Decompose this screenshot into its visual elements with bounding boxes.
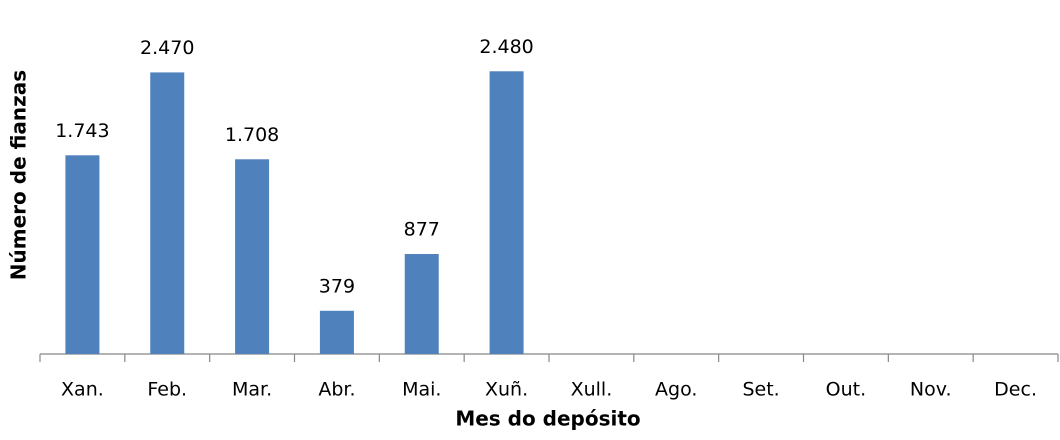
- x-tick-label: Mar.: [232, 379, 272, 401]
- x-tick-label: Out.: [826, 379, 867, 401]
- bar: [489, 71, 524, 354]
- x-tick-label: Feb.: [147, 379, 187, 401]
- x-tick-label: Xuñ.: [485, 379, 528, 401]
- x-tick-label: Xull.: [571, 379, 613, 401]
- bar: [319, 310, 354, 354]
- value-label: 1.743: [55, 120, 109, 142]
- value-label: 877: [404, 219, 440, 241]
- bar: [150, 72, 185, 355]
- x-tick-label: Nov.: [910, 379, 952, 401]
- bar: [235, 159, 270, 354]
- value-label: 1.708: [225, 124, 279, 146]
- x-tick-label: Ago.: [655, 379, 697, 401]
- x-tick-label: Set.: [742, 379, 779, 401]
- x-tick-label: Abr.: [318, 379, 355, 401]
- x-tick-label: Mai.: [402, 379, 441, 401]
- bar: [404, 254, 439, 354]
- x-tick-label: Dec.: [994, 379, 1037, 401]
- x-tick-label: Xan.: [61, 379, 104, 401]
- value-label: 2.470: [140, 37, 194, 59]
- value-label: 2.480: [479, 36, 533, 58]
- y-axis-title: Número de fianzas: [7, 70, 31, 280]
- bar: [65, 155, 100, 354]
- value-label: 379: [319, 275, 355, 297]
- x-axis-title: Mes do depósito: [455, 407, 640, 431]
